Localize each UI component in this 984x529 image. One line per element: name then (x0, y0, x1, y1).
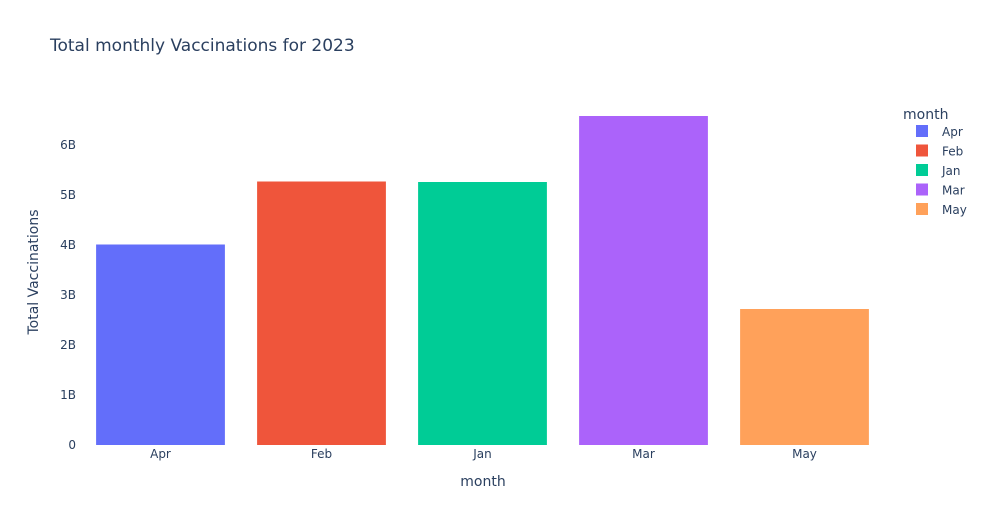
x-axis-title: month (460, 474, 505, 490)
legend-swatch (916, 125, 928, 137)
legend: month Apr Feb Jan Mar May (903, 107, 967, 217)
y-tick-label: 6B (60, 138, 76, 152)
y-tick-label: 1B (60, 388, 76, 402)
y-tick-label: 3B (60, 288, 76, 302)
legend-swatch (916, 183, 928, 196)
legend-label: Feb (942, 145, 963, 159)
legend-item-may[interactable]: May (916, 203, 967, 217)
bar-feb[interactable] (257, 181, 386, 446)
legend-label: Apr (942, 125, 963, 139)
legend-title: month (903, 107, 948, 123)
x-axis-ticks: Apr Feb Jan Mar May (150, 447, 817, 461)
bar-mar[interactable] (579, 116, 708, 445)
x-tick-label: Mar (632, 447, 655, 461)
legend-swatch (916, 203, 928, 215)
y-tick-label: 2B (60, 338, 76, 352)
legend-item-jan[interactable]: Jan (916, 164, 961, 178)
y-tick-label: 0 (68, 438, 76, 452)
y-tick-label: 4B (60, 238, 76, 252)
y-axis-title: Total Vaccinations (26, 209, 42, 335)
legend-items: Apr Feb Jan Mar May (916, 125, 967, 217)
x-tick-label: Apr (150, 447, 171, 461)
bar-apr[interactable] (96, 244, 225, 446)
legend-swatch (916, 144, 928, 157)
legend-item-apr[interactable]: Apr (916, 125, 963, 139)
x-tick-label: May (792, 447, 817, 461)
y-tick-label: 5B (60, 188, 76, 202)
bar-jan[interactable] (418, 182, 547, 445)
legend-item-mar[interactable]: Mar (916, 183, 965, 198)
x-tick-label: Jan (472, 447, 492, 461)
legend-swatch (916, 164, 928, 176)
legend-item-feb[interactable]: Feb (916, 144, 963, 159)
bar-may[interactable] (740, 309, 869, 445)
legend-label: Mar (942, 184, 965, 198)
y-axis-ticks: 0 1B 2B 3B 4B 5B 6B (60, 138, 76, 452)
chart-title: Total monthly Vaccinations for 2023 (49, 36, 355, 56)
bars-group (96, 116, 869, 445)
x-tick-label: Feb (311, 447, 332, 461)
legend-label: Jan (941, 164, 961, 178)
legend-label: May (942, 203, 967, 217)
